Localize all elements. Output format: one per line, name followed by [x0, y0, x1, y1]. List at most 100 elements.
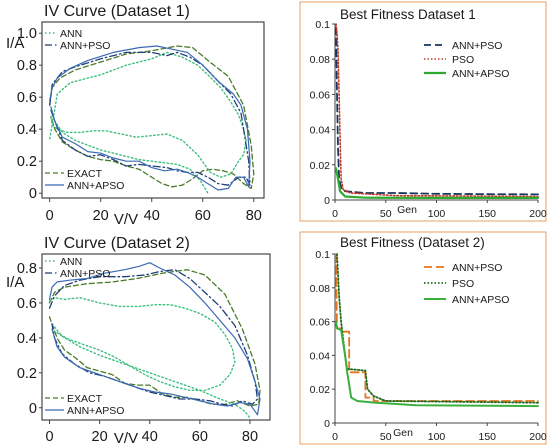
iv1-y-tick-label: 0: [29, 186, 37, 202]
iv2-x-tick-label: 80: [242, 429, 258, 445]
iv2-x-tick-label: 20: [92, 429, 108, 445]
iv1-legend-label-annpso: ANN+PSO: [60, 40, 110, 52]
iv1-x-ticks: 0 20 40 60 80: [46, 198, 262, 224]
iv1-panel: IV Curve (Dataset 1) I/A V/V 0 20 40 60 80 0…: [6, 3, 265, 228]
iv2-series-ann-lower: [51, 323, 251, 419]
bf1-y-tick-label: 0.04: [310, 125, 331, 137]
iv2-series-exact: [48, 269, 261, 407]
iv1-y-tick-label: 0.2: [17, 154, 37, 170]
bf1-panel: Best Fitness Dataset 1 Gen 0 50 100 150 200 …: [299, 1, 547, 222]
iv2-legend-label-ann: ANN: [60, 256, 82, 268]
bf2-x-tick-label: 0: [332, 431, 338, 443]
iv2-y-tick-label: 0: [29, 401, 37, 417]
iv1-legend: ANN ANN+PSO EXACT ANN+APSO: [45, 28, 124, 192]
bf1-legend: ANN+PSO PSO ANN+APSO: [424, 40, 509, 80]
iv1-x-tick-label: 40: [144, 208, 160, 224]
iv2-series-ann-apso: [48, 262, 261, 416]
iv2-legend-label-annpso: ANN+PSO: [60, 268, 110, 280]
bf2-xlabel: Gen: [393, 427, 413, 439]
iv2-x-tick-label: 40: [142, 429, 158, 445]
iv1-legend-label-exact: EXACT: [67, 168, 103, 180]
bf1-x-tick-label: 0: [332, 208, 338, 220]
iv1-y-tick-label: 0.4: [17, 122, 37, 138]
iv2-ylabel: I/A: [6, 274, 24, 291]
iv1-x-tick-label: 60: [195, 208, 211, 224]
bf2-y-tick-label: 0.1: [315, 249, 330, 261]
bf1-series-ann-apso: [334, 167, 540, 199]
iv1-series-ann-lower: [51, 112, 209, 194]
iv1-legend-label-ann: ANN: [60, 28, 82, 40]
iv2-x-tick-label: 0: [45, 429, 53, 445]
bf2-legend-label-pso: PSO: [452, 278, 474, 290]
bf1-y-tick-label: 0.06: [310, 89, 331, 101]
bf2-series-pso: [336, 253, 539, 404]
bf2-series-ann-pso: [335, 253, 539, 402]
bf1-series: [334, 23, 540, 199]
iv2-legend-label-exact: EXACT: [67, 393, 103, 405]
iv2-plot-frame: [41, 253, 271, 421]
bf1-legend-label-annpso: ANN+PSO: [452, 40, 502, 52]
iv2-y-tick-label: 0.8: [17, 261, 37, 277]
iv1-series-ann-pso: [49, 51, 251, 186]
bf1-x-tick-label: 100: [428, 208, 446, 220]
iv2-title: IV Curve (Dataset 2): [44, 235, 190, 252]
iv1-y-ticks: 0 0.2 0.4 0.6 0.8 1.0: [17, 26, 42, 202]
bf1-y-tick-label: 0: [324, 195, 330, 207]
bf2-y-tick-label: 0.04: [310, 350, 331, 362]
bf1-x-tick-label: 50: [380, 208, 392, 220]
bf2-border: [299, 231, 547, 445]
bf1-y-tick-label: 0.1: [315, 19, 330, 31]
iv2-y-ticks: 0 0.2 0.4 0.6 0.8: [17, 261, 42, 417]
iv1-y-tick-label: 0.6: [17, 90, 37, 106]
bf1-y-ticks: 0 0.02 0.04 0.06 0.08 0.1: [310, 19, 335, 207]
bf1-title: Best Fitness Dataset 1: [340, 7, 476, 22]
iv1-x-tick-label: 20: [93, 208, 109, 224]
bf1-border: [299, 1, 547, 222]
iv1-y-tick-label: 0.8: [17, 58, 37, 74]
iv2-series-ann-pso: [48, 269, 259, 407]
iv2-legend-label-annapso: ANN+APSO: [67, 405, 124, 417]
bf1-x-tick-label: 200: [529, 208, 547, 220]
iv2-series-ann: [48, 297, 236, 391]
bf1-legend-label-pso: PSO: [452, 54, 474, 66]
bf2-legend-label-annpso: ANN+PSO: [452, 262, 502, 274]
bf2-series: [335, 253, 539, 408]
iv2-y-tick-label: 0.2: [17, 366, 37, 382]
iv1-y-tick-label: 1.0: [17, 26, 37, 42]
iv2-xlabel: V/V: [114, 430, 138, 447]
iv1-ylabel: I/A: [6, 35, 24, 52]
bf2-x-tick-label: 50: [380, 431, 392, 443]
iv1-plot-frame: [41, 21, 265, 199]
iv2-x-tick-label: 60: [192, 429, 208, 445]
bf1-x-ticks: 0 50 100 150 200: [332, 200, 547, 220]
bf1-xlabel: Gen: [397, 204, 417, 216]
iv2-panel: IV Curve (Dataset 2) I/A V/V 0 20 40 60 80 0…: [6, 235, 271, 447]
bf2-panel: Best Fitness (Dataset 2) Gen 0 50 100 150 20…: [299, 231, 547, 445]
bf1-y-tick-label: 0.02: [310, 160, 331, 172]
iv1-legend-label-annapso: ANN+APSO: [67, 180, 124, 192]
bf2-x-tick-label: 200: [529, 431, 547, 443]
bf2-y-tick-label: 0.06: [310, 317, 331, 329]
bf2-x-tick-label: 150: [478, 431, 496, 443]
iv2-legend: ANN ANN+PSO EXACT ANN+APSO: [45, 256, 124, 417]
iv1-title: IV Curve (Dataset 1): [44, 3, 190, 20]
iv2-y-tick-label: 0.6: [17, 296, 37, 312]
bf2-x-ticks: 0 50 100 150 200: [332, 423, 547, 443]
iv1-series-ann: [49, 51, 247, 178]
iv1-series: [49, 45, 255, 194]
bf2-title: Best Fitness (Dataset 2): [340, 235, 485, 250]
bf2-series-ann-apso: [335, 320, 539, 408]
bf1-y-tick-label: 0.08: [310, 54, 331, 66]
bf1-x-tick-label: 150: [478, 208, 496, 220]
iv1-series-ann-apso: [49, 45, 251, 191]
iv1-x-tick-label: 80: [246, 208, 262, 224]
bf2-legend: ANN+PSO PSO ANN+APSO: [424, 262, 509, 306]
bf1-series-ann-pso: [335, 26, 539, 196]
iv1-x-tick-label: 0: [46, 208, 54, 224]
bf2-legend-label-annapso: ANN+APSO: [452, 294, 509, 306]
iv2-y-tick-label: 0.4: [17, 331, 37, 347]
iv2-series: [48, 262, 261, 419]
bf1-legend-label-annapso: ANN+APSO: [452, 68, 509, 80]
bf2-y-tick-label: 0.02: [310, 384, 331, 396]
